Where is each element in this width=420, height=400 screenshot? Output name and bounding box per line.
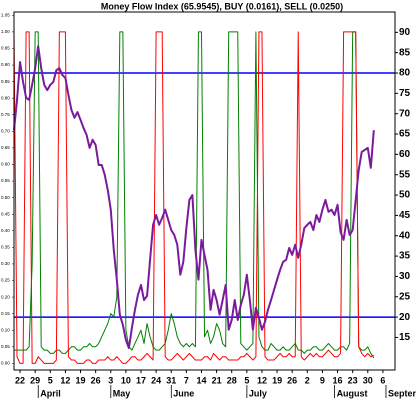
- y2-tick-label: 0.90: [1, 62, 10, 67]
- y2-tick-label: 0.80: [1, 95, 10, 100]
- x-tick-label: 14: [196, 375, 206, 385]
- x-tick-label: 6: [380, 375, 385, 385]
- series-line: [14, 31, 375, 359]
- y-tick-label: 75: [399, 88, 411, 99]
- plot-frame: [13, 11, 396, 371]
- x-tick-label: 16: [333, 375, 343, 385]
- x-tick-label: 9: [320, 375, 325, 385]
- y-tick-label: 60: [399, 149, 411, 160]
- x-tick-label: 31: [166, 375, 176, 385]
- month-label: Septer: [388, 388, 417, 398]
- x-tick-label: 26: [91, 375, 101, 385]
- y2-tick-label: 0.95: [1, 46, 10, 51]
- x-tick-label: 10: [121, 375, 131, 385]
- month-label: June: [173, 388, 194, 398]
- x-tick-label: 17: [136, 375, 146, 385]
- x-tick-label: 28: [227, 375, 237, 385]
- y2-tick-label: 0.10: [1, 327, 10, 332]
- y-tick-label: 25: [399, 291, 411, 302]
- y2-tick-label: 0.40: [1, 228, 10, 233]
- y2-tick-label: 0.50: [1, 195, 10, 200]
- x-tick-label: 3: [108, 375, 113, 385]
- x-tick-label: 5: [48, 375, 53, 385]
- x-tick-label: 7: [184, 375, 189, 385]
- x-tick-label: 24: [151, 375, 161, 385]
- series-line: [13, 45, 375, 350]
- x-tick-label: 26: [287, 375, 297, 385]
- y-tick-label: 55: [399, 169, 411, 180]
- y2-tick-label: 0.75: [1, 112, 10, 117]
- y-tick-label: 20: [399, 312, 411, 323]
- y2-tick-label: 0.25: [1, 278, 10, 283]
- x-tick-label: 21: [212, 375, 222, 385]
- x-tick-label: 22: [15, 375, 25, 385]
- y-tick-label: 15: [399, 332, 411, 343]
- x-tick-label: 5: [244, 375, 249, 385]
- y2-tick-label: 0.60: [1, 162, 10, 167]
- x-tick-label: 19: [272, 375, 282, 385]
- y2-tick-label: 1.00: [1, 29, 10, 34]
- y-tick-label: 30: [399, 271, 411, 282]
- y-tick-label: 65: [399, 129, 411, 140]
- y2-tick-label: 0.45: [1, 211, 10, 216]
- x-tick-label: 2: [305, 375, 310, 385]
- x-tick-label: 12: [257, 375, 267, 385]
- x-tick-label: 12: [60, 375, 70, 385]
- month-label: August: [337, 388, 368, 398]
- y2-tick-label: 0.15: [1, 311, 10, 316]
- x-tick-label: 19: [76, 375, 86, 385]
- y2-tick-label: 0.55: [1, 178, 10, 183]
- y2-tick-label: 0.30: [1, 261, 10, 266]
- y-tick-label: 70: [399, 108, 411, 119]
- y-tick-label: 35: [399, 251, 411, 262]
- y-tick-label: 50: [399, 190, 411, 201]
- y2-tick-label: 0.65: [1, 145, 10, 150]
- x-tick-label: 23: [348, 375, 358, 385]
- series-line: [13, 31, 375, 364]
- y2-tick-label: 0.70: [1, 129, 10, 134]
- y2-tick-label: 0.35: [1, 245, 10, 250]
- month-label: May: [113, 388, 131, 398]
- month-label: July: [249, 388, 267, 398]
- y2-tick-label: 0.00: [1, 361, 10, 366]
- x-tick-label: 30: [363, 375, 373, 385]
- y2-tick-label: 1.05: [1, 13, 10, 18]
- y-tick-label: 90: [399, 27, 411, 38]
- x-tick-label: 29: [30, 375, 40, 385]
- chart-title: Money Flow Index (65.9545), BUY (0.0161)…: [101, 1, 343, 11]
- y2-tick-label: 0.20: [1, 294, 10, 299]
- y-tick-label: 40: [399, 230, 411, 241]
- y-tick-label: 45: [399, 210, 411, 221]
- month-label: April: [40, 388, 61, 398]
- y2-tick-label: 0.05: [1, 344, 10, 349]
- y2-tick-label: 0.85: [1, 79, 10, 84]
- y-tick-label: 80: [399, 68, 411, 79]
- y-tick-label: 85: [399, 47, 411, 58]
